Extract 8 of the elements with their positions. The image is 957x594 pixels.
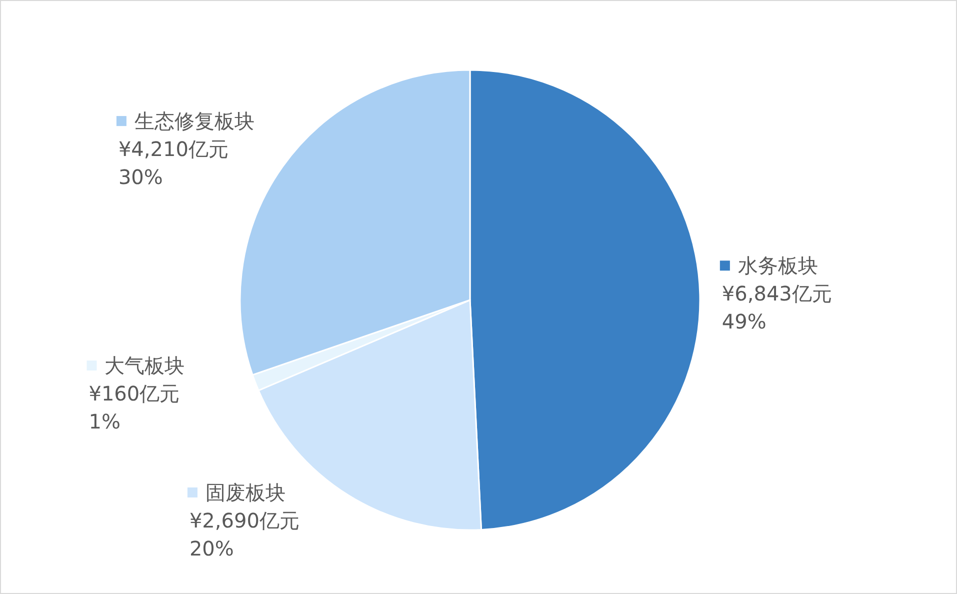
data-label: ¥2,690亿元 20% xyxy=(189,508,300,560)
data-label: ¥4,210亿元 30% xyxy=(118,137,228,190)
data-label: ¥160亿元 1% xyxy=(88,382,180,434)
legend-label: 固废板块 xyxy=(205,480,286,504)
legend-label: 水务板块 xyxy=(738,254,818,278)
legend-label: 大气板块 xyxy=(104,354,185,378)
legend-label: 生态修复板块 xyxy=(134,109,254,134)
data-label: ¥6,843亿元 49% xyxy=(722,282,832,334)
